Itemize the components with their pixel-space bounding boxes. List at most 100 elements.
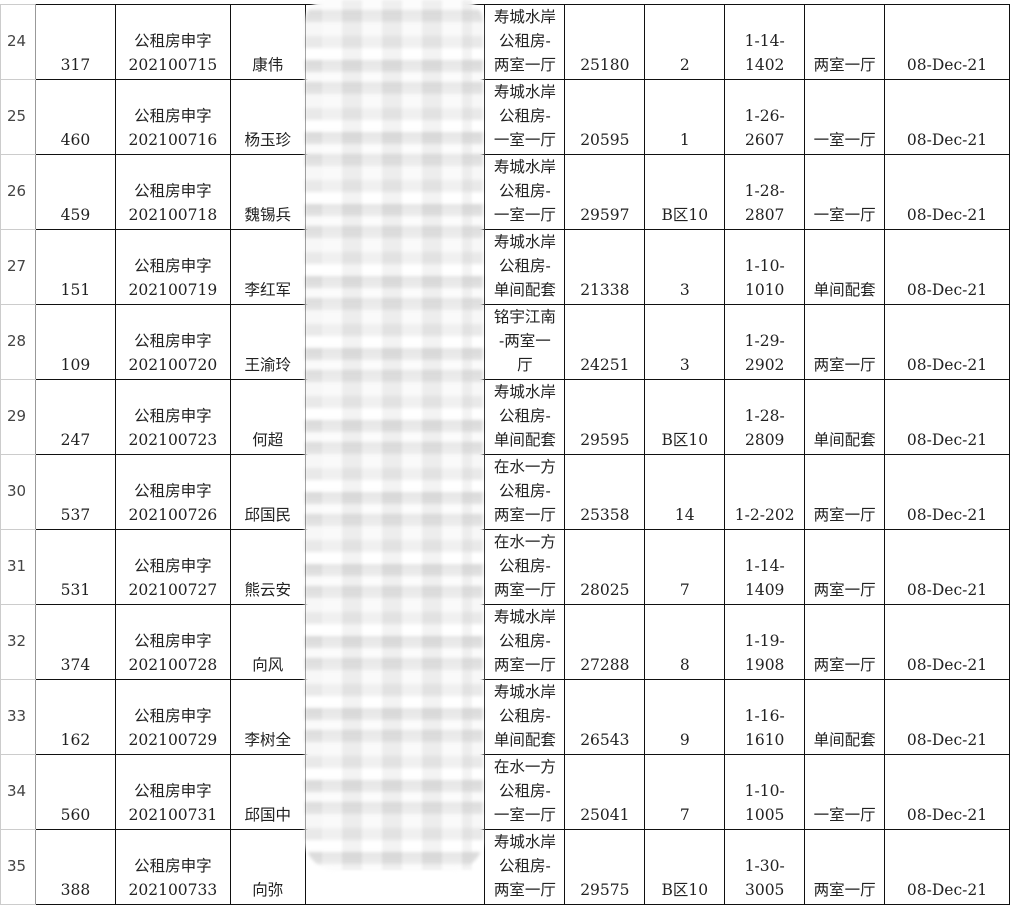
- cell-id[interactable]: 537: [34, 454, 116, 530]
- cell-project[interactable]: 寿城水岸 公租房- 单间配套: [484, 679, 566, 755]
- cell-id[interactable]: 374: [34, 604, 116, 680]
- row-header[interactable]: 24: [0, 4, 36, 80]
- row-header[interactable]: 35: [0, 829, 36, 905]
- cell-room-type[interactable]: 两室一厅: [804, 4, 886, 80]
- cell-number[interactable]: 25041: [564, 754, 646, 830]
- cell-application-code[interactable]: 公租房申字 202100729: [114, 679, 231, 755]
- cell-project[interactable]: 在水一方 公租房- 一室一厅: [484, 754, 566, 830]
- cell-room-type[interactable]: 单间配套: [804, 379, 886, 455]
- cell-room-type[interactable]: 一室一厅: [804, 754, 886, 830]
- cell-name[interactable]: 杨玉珍: [229, 79, 306, 155]
- cell-room-type[interactable]: 两室一厅: [804, 829, 886, 905]
- cell-id[interactable]: 151: [34, 229, 116, 305]
- cell-room-type[interactable]: 两室一厅: [804, 529, 886, 605]
- cell-date[interactable]: 08-Dec-21: [884, 679, 1010, 755]
- cell-date[interactable]: 08-Dec-21: [884, 154, 1010, 230]
- cell-room[interactable]: 1-29- 2902: [724, 304, 806, 380]
- cell-application-code[interactable]: 公租房申字 202100715: [114, 4, 231, 80]
- cell-sequence[interactable]: 3: [644, 304, 726, 380]
- cell-date[interactable]: 08-Dec-21: [884, 79, 1010, 155]
- cell-application-code[interactable]: 公租房申字 202100723: [114, 379, 231, 455]
- cell-number[interactable]: 29595: [564, 379, 646, 455]
- cell-application-code[interactable]: 公租房申字 202100719: [114, 229, 231, 305]
- row-header[interactable]: 29: [0, 379, 36, 455]
- cell-date[interactable]: 08-Dec-21: [884, 229, 1010, 305]
- cell-number[interactable]: 29597: [564, 154, 646, 230]
- cell-number[interactable]: 24251: [564, 304, 646, 380]
- cell-id[interactable]: 388: [34, 829, 116, 905]
- cell-room-type[interactable]: 两室一厅: [804, 454, 886, 530]
- cell-sequence[interactable]: B区10: [644, 829, 726, 905]
- row-header[interactable]: 28: [0, 304, 36, 380]
- cell-room[interactable]: 1-30- 3005: [724, 829, 806, 905]
- row-header[interactable]: 26: [0, 154, 36, 230]
- cell-room-type[interactable]: 单间配套: [804, 229, 886, 305]
- cell-room[interactable]: 1-14- 1402: [724, 4, 806, 80]
- cell-id[interactable]: 459: [34, 154, 116, 230]
- cell-number[interactable]: 20595: [564, 79, 646, 155]
- cell-number[interactable]: 21338: [564, 229, 646, 305]
- cell-id[interactable]: 109: [34, 304, 116, 380]
- cell-application-code[interactable]: 公租房申字 202100731: [114, 754, 231, 830]
- cell-name[interactable]: 向弥: [229, 829, 306, 905]
- cell-project[interactable]: 寿城水岸 公租房- 一室一厅: [484, 154, 566, 230]
- cell-name[interactable]: 熊云安: [229, 529, 306, 605]
- cell-application-code[interactable]: 公租房申字 202100720: [114, 304, 231, 380]
- cell-date[interactable]: 08-Dec-21: [884, 379, 1010, 455]
- cell-project[interactable]: 在水一方 公租房- 两室一厅: [484, 454, 566, 530]
- cell-sequence[interactable]: 7: [644, 529, 726, 605]
- cell-room[interactable]: 1-28- 2809: [724, 379, 806, 455]
- cell-application-code[interactable]: 公租房申字 202100728: [114, 604, 231, 680]
- cell-room[interactable]: 1-10- 1005: [724, 754, 806, 830]
- cell-project[interactable]: 寿城水岸 公租房- 单间配套: [484, 379, 566, 455]
- row-header[interactable]: 34: [0, 754, 36, 830]
- cell-id[interactable]: 460: [34, 79, 116, 155]
- cell-room-type[interactable]: 两室一厅: [804, 304, 886, 380]
- cell-name[interactable]: 李树全: [229, 679, 306, 755]
- cell-date[interactable]: 08-Dec-21: [884, 4, 1010, 80]
- cell-sequence[interactable]: 7: [644, 754, 726, 830]
- cell-id[interactable]: 247: [34, 379, 116, 455]
- cell-room[interactable]: 1-14- 1409: [724, 529, 806, 605]
- cell-project[interactable]: 铭宇江南 -两室一 厅: [484, 304, 566, 380]
- cell-application-code[interactable]: 公租房申字 202100733: [114, 829, 231, 905]
- cell-id[interactable]: 162: [34, 679, 116, 755]
- cell-date[interactable]: 08-Dec-21: [884, 829, 1010, 905]
- row-header[interactable]: 31: [0, 529, 36, 605]
- row-header[interactable]: 32: [0, 604, 36, 680]
- cell-number[interactable]: 25180: [564, 4, 646, 80]
- cell-name[interactable]: 何超: [229, 379, 306, 455]
- cell-application-code[interactable]: 公租房申字 202100727: [114, 529, 231, 605]
- cell-project[interactable]: 寿城水岸 公租房- 两室一厅: [484, 4, 566, 80]
- cell-id[interactable]: 531: [34, 529, 116, 605]
- cell-sequence[interactable]: 8: [644, 604, 726, 680]
- cell-name[interactable]: 魏锡兵: [229, 154, 306, 230]
- cell-room-type[interactable]: 一室一厅: [804, 154, 886, 230]
- cell-sequence[interactable]: 14: [644, 454, 726, 530]
- cell-sequence[interactable]: 2: [644, 4, 726, 80]
- cell-sequence[interactable]: B区10: [644, 154, 726, 230]
- cell-room[interactable]: 1-19- 1908: [724, 604, 806, 680]
- cell-number[interactable]: 25358: [564, 454, 646, 530]
- cell-name[interactable]: 王渝玲: [229, 304, 306, 380]
- cell-number[interactable]: 26543: [564, 679, 646, 755]
- cell-name[interactable]: 邱国中: [229, 754, 306, 830]
- cell-date[interactable]: 08-Dec-21: [884, 454, 1010, 530]
- cell-date[interactable]: 08-Dec-21: [884, 604, 1010, 680]
- row-header[interactable]: 30: [0, 454, 36, 530]
- cell-sequence[interactable]: 3: [644, 229, 726, 305]
- cell-number[interactable]: 28025: [564, 529, 646, 605]
- cell-room[interactable]: 1-26- 2607: [724, 79, 806, 155]
- cell-application-code[interactable]: 公租房申字 202100726: [114, 454, 231, 530]
- cell-number[interactable]: 29575: [564, 829, 646, 905]
- cell-project[interactable]: 寿城水岸 公租房- 单间配套: [484, 229, 566, 305]
- cell-date[interactable]: 08-Dec-21: [884, 754, 1010, 830]
- cell-room[interactable]: 1-28- 2807: [724, 154, 806, 230]
- cell-sequence[interactable]: 9: [644, 679, 726, 755]
- cell-room-type[interactable]: 两室一厅: [804, 604, 886, 680]
- cell-project[interactable]: 寿城水岸 公租房- 两室一厅: [484, 829, 566, 905]
- row-header[interactable]: 25: [0, 79, 36, 155]
- cell-room-type[interactable]: 一室一厅: [804, 79, 886, 155]
- cell-project[interactable]: 寿城水岸 公租房- 一室一厅: [484, 79, 566, 155]
- cell-name[interactable]: 李红军: [229, 229, 306, 305]
